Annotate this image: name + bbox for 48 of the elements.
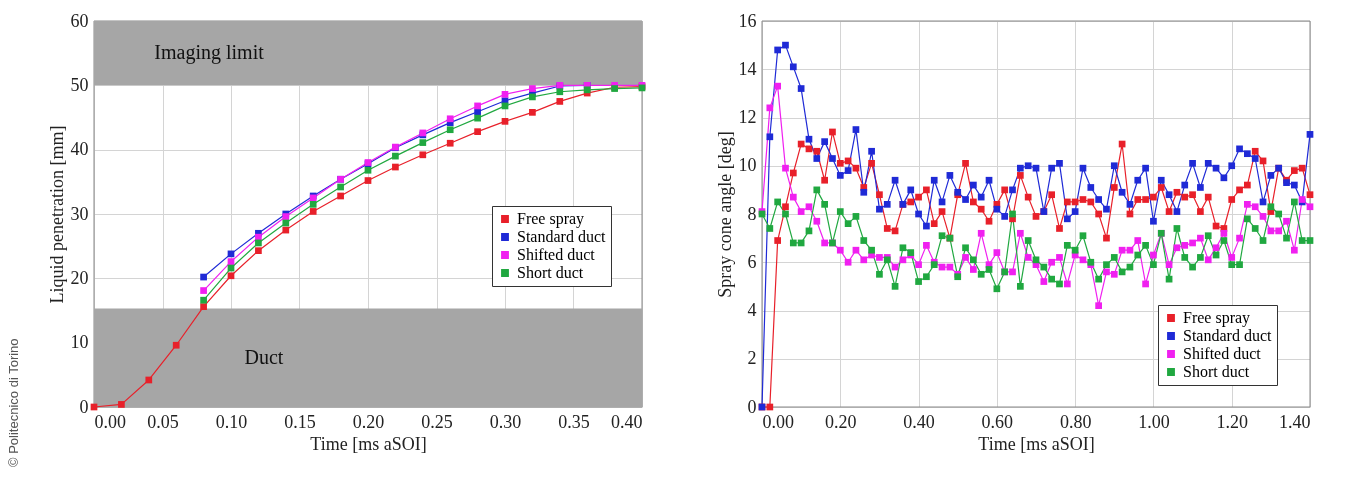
y-tick-label: 0: [747, 396, 757, 417]
x-tick-label: 0.00: [94, 411, 126, 432]
x-tick-label: 0.05: [147, 411, 179, 432]
legend-label: Standard duct: [1183, 327, 1272, 344]
band-label: Duct: [244, 345, 284, 368]
x-tick-label: 1.40: [1279, 411, 1311, 432]
x-tick-label: 0.35: [558, 411, 590, 432]
y-tick-label: 14: [738, 58, 757, 79]
x-tick-label: 0.30: [489, 411, 522, 432]
x-tick-label: 0.60: [981, 411, 1014, 432]
y-axis-title: Liquid penetration [mm]: [46, 125, 67, 304]
y-tick-label: 10: [738, 155, 757, 176]
x-tick-label: 0.40: [611, 411, 643, 432]
legend-label: Free spray: [517, 210, 585, 228]
x-axis-title: Time [ms aSOI]: [978, 433, 1095, 454]
x-tick-label: 0.20: [352, 411, 385, 432]
legend-label: Short duct: [1183, 363, 1250, 380]
y-tick-label: 6: [747, 251, 757, 272]
band-label: Imaging limit: [154, 41, 265, 65]
y-tick-label: 8: [747, 203, 757, 224]
y-tick-label: 30: [70, 203, 89, 224]
y-tick-label: 60: [70, 10, 89, 31]
y-tick-label: 10: [70, 332, 89, 353]
x-tick-label: 0.40: [903, 411, 935, 432]
legend-label: Standard duct: [517, 228, 606, 245]
legend-label: Free spray: [1183, 309, 1251, 327]
x-axis-title: Time [ms aSOI]: [310, 433, 427, 454]
x-tick-label: 0.15: [284, 411, 316, 432]
text: © Politecnico di Torino: [6, 338, 21, 467]
y-tick-label: 4: [747, 300, 757, 320]
x-tick-label: 0.10: [215, 411, 248, 432]
x-tick-label: 0.00: [762, 411, 794, 432]
x-tick-label: 1.00: [1138, 411, 1170, 432]
x-tick-label: 1.20: [1216, 411, 1248, 432]
y-tick-label: 40: [70, 139, 89, 160]
y-tick-label: 0: [79, 396, 89, 417]
y-tick-label: 2: [747, 348, 757, 369]
legend-label: Shifted duct: [1183, 345, 1262, 362]
x-tick-label: 0.25: [421, 411, 453, 432]
y-tick-label: 50: [70, 74, 89, 95]
y-tick-label: 16: [738, 10, 757, 31]
x-tick-label: 0.20: [825, 411, 857, 432]
x-tick-label: 0.80: [1059, 411, 1092, 432]
legend-label: Short duct: [517, 264, 584, 281]
y-tick-label: 20: [70, 267, 89, 288]
legend-label: Shifted duct: [517, 246, 596, 263]
y-axis-title: Spray cone angle [deg]: [714, 131, 735, 298]
y-tick-label: 12: [738, 107, 757, 127]
